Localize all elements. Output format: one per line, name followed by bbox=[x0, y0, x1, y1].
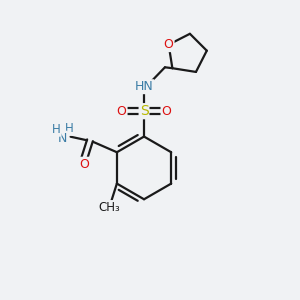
Text: N: N bbox=[58, 132, 67, 145]
Text: H: H bbox=[65, 122, 74, 135]
Text: O: O bbox=[117, 105, 127, 118]
Text: O: O bbox=[164, 38, 174, 51]
Text: O: O bbox=[161, 105, 171, 118]
Text: CH₃: CH₃ bbox=[98, 201, 120, 214]
Text: S: S bbox=[140, 104, 148, 118]
Text: H: H bbox=[52, 123, 61, 136]
Text: HN: HN bbox=[135, 80, 153, 93]
Text: O: O bbox=[79, 158, 89, 171]
